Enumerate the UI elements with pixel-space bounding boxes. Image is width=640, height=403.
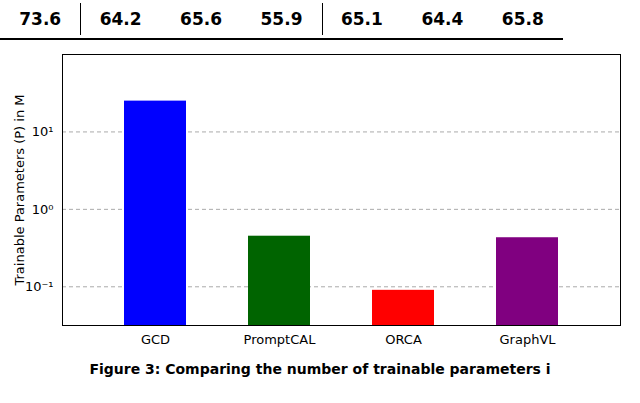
html-text:65.6: 65.6 — [180, 9, 222, 29]
svg-text:ORCA: ORCA — [385, 332, 422, 347]
html-text:73.6: 73.6 — [19, 9, 62, 29]
html-text:64.2: 64.2 — [99, 9, 142, 29]
html-text:65.1: 65.1 — [340, 9, 383, 29]
svg-text:10¹: 10¹ — [32, 124, 54, 139]
html-text:55.9: 55.9 — [260, 9, 303, 29]
svg-text:PromptCAL: PromptCAL — [244, 332, 317, 347]
svg-text:10⁻¹: 10⁻¹ — [25, 279, 54, 294]
svg-text:GCD: GCD — [141, 332, 170, 347]
html-text:Figure 3: Comparing the number: Figure 3: Comparing the number of traina… — [89, 361, 551, 377]
svg-text:GraphVL: GraphVL — [499, 332, 556, 347]
html-text:65.8: 65.8 — [501, 9, 544, 29]
html-text:64.4: 64.4 — [421, 9, 464, 29]
svg-text:Trainable Parameters (P) in M: Trainable Parameters (P) in M — [12, 94, 27, 286]
svg-text:10⁰: 10⁰ — [32, 202, 54, 217]
